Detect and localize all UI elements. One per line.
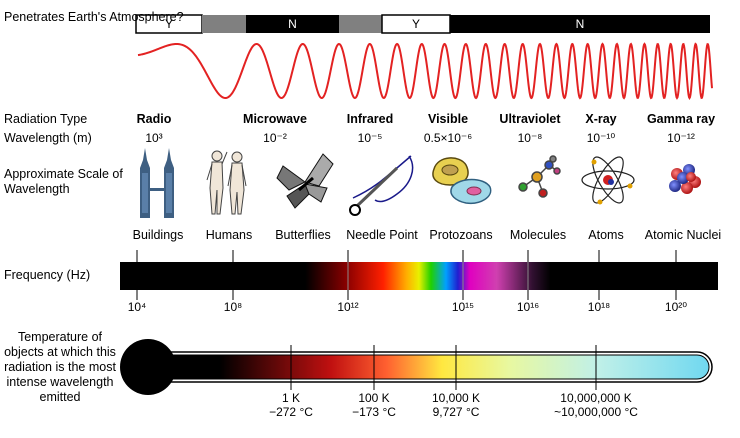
frequency-label: Frequency (Hz) [4, 268, 91, 282]
temp-celsius: ~10,000,000 °C [554, 405, 638, 419]
radiation-infrared: Infrared 10⁻⁵ [315, 112, 425, 146]
buildings-icon [140, 148, 174, 218]
radiation-name: Infrared [346, 112, 394, 126]
scale-needle-point: Needle Point [346, 228, 418, 242]
molecule-icon [518, 155, 561, 198]
scale-butterflies: Butterflies [275, 228, 331, 242]
freq-tick-label: 10¹⁶ [516, 300, 540, 314]
wavelength-sine-wave [137, 42, 713, 101]
scale-atomic-nuclei: Atomic Nuclei [644, 228, 722, 242]
freq-tick-label: 10¹⁸ [587, 300, 611, 314]
freq-tick-label: 10⁸ [223, 300, 243, 314]
atmosphere-seg-high: N [575, 17, 585, 31]
thermometer [120, 339, 713, 395]
scale-molecules: Molecules [509, 228, 567, 242]
radiation-name: X-ray [585, 112, 617, 126]
radiation-name: Visible [427, 112, 469, 126]
temp-kelvin: 10,000,000 K [560, 391, 632, 405]
atmosphere-seg-visible: Y [411, 17, 420, 31]
temp-tick-10000000k: 10,000,000 K ~10,000,000 °C [536, 391, 656, 419]
approx-scale-label: Approximate Scale of Wavelength [4, 167, 123, 196]
needle-icon [349, 155, 414, 216]
temp-tick-100k: 100 K −173 °C [319, 391, 429, 419]
radiation-type-label: Radiation Type [4, 112, 88, 126]
frequency-bar [120, 262, 718, 290]
humans-icon [206, 150, 247, 215]
wavelength-label: Wavelength (m) [4, 131, 92, 145]
radiation-visible: Visible 0.5×10⁻⁶ [393, 112, 503, 146]
radiation-microwave: Microwave 10⁻² [220, 112, 330, 146]
scale-atoms: Atoms [588, 228, 624, 242]
temp-kelvin: 100 K [358, 391, 390, 405]
radiation-name: Microwave [243, 112, 307, 126]
scale-buildings: Buildings [132, 228, 184, 242]
radiation-wavelength: 10⁻⁵ [357, 131, 383, 145]
freq-tick-label: 10¹⁵ [451, 300, 475, 314]
radiation-wavelength: 10³ [145, 131, 163, 145]
radiation-wavelength: 10⁻¹⁰ [586, 131, 616, 145]
temp-tick-1k: 1 K −272 °C [236, 391, 346, 419]
freq-tick-label: 10²⁰ [664, 300, 688, 314]
temperature-ticks [290, 345, 597, 390]
radiation-ultraviolet: Ultraviolet 10⁻⁸ [475, 112, 585, 146]
radiation-wavelength: 10⁻² [263, 131, 287, 145]
atom-icon [581, 156, 635, 205]
temp-celsius: −173 °C [352, 405, 396, 419]
radiation-radio: Radio 10³ [99, 112, 209, 146]
radiation-name: Radio [136, 112, 172, 126]
temp-kelvin: 1 K [281, 391, 300, 405]
atmosphere-seg-ir: N [288, 17, 297, 31]
radiation-name: Ultraviolet [499, 112, 561, 126]
radiation-wavelength: 0.5×10⁻⁶ [423, 131, 473, 145]
temperature-label: Temperature of objects at which this rad… [4, 330, 116, 404]
temp-celsius: −272 °C [269, 405, 313, 419]
atmosphere-bar [135, 14, 710, 34]
butterfly-icon [276, 153, 334, 209]
temp-celsius: 9,727 °C [432, 405, 480, 419]
scale-humans: Humans [205, 228, 253, 242]
atmosphere-question: Penetrates Earth's Atmosphere? [4, 10, 184, 24]
scale-protozoans: Protozoans [429, 228, 493, 242]
temp-tick-10000k: 10,000 K 9,727 °C [401, 391, 511, 419]
radiation-xray: X-ray 10⁻¹⁰ [546, 112, 656, 146]
radiation-name: Gamma ray [646, 112, 716, 126]
temp-kelvin: 10,000 K [431, 391, 481, 405]
freq-tick-label: 10⁴ [127, 300, 147, 314]
radiation-wavelength: 10⁻¹² [667, 131, 695, 145]
radiation-gamma: Gamma ray 10⁻¹² [626, 112, 736, 146]
nucleus-icon [669, 164, 701, 194]
atmosphere-seg-radio: Y [164, 17, 173, 31]
protozoa-icon [432, 157, 492, 205]
radiation-wavelength: 10⁻⁸ [517, 131, 543, 145]
freq-tick-label: 10¹² [337, 300, 359, 314]
